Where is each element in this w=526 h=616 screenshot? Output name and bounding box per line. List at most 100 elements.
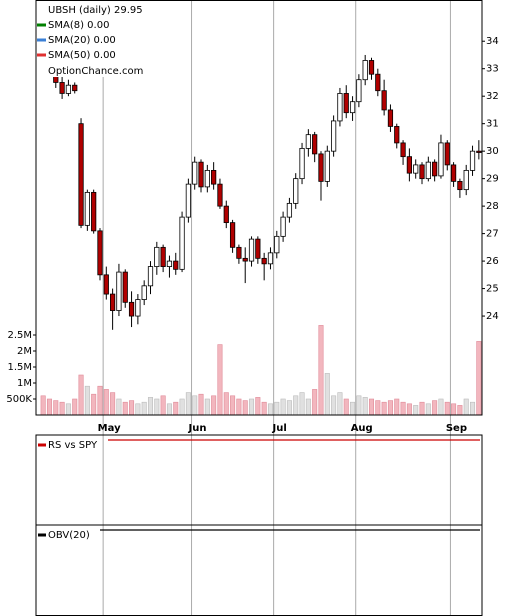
volume-bar [122,401,128,416]
y-tick-label: 31 [486,119,499,130]
volume-bar [185,392,191,416]
volume-bar [356,395,362,416]
y-tick-label: 29 [486,174,499,185]
candle-body [160,246,166,267]
volume-bar [135,403,141,416]
volume-bar [451,403,457,416]
candle-body [255,238,261,259]
candle-body [179,216,185,270]
candle-body [387,109,394,127]
volume-bar [400,401,406,416]
volume-bar [419,401,425,416]
volume-bar [166,403,172,416]
volume-bar [230,395,236,416]
candle-body [425,161,431,180]
candle-body [261,257,267,265]
volume-bar [381,401,387,416]
volume-bar [406,403,412,416]
volume-bar [65,403,71,416]
candle-body [185,183,191,218]
grid [102,0,451,616]
candle-body [362,60,368,81]
candle-body [65,84,72,94]
candle-body [128,301,135,317]
volume-bar [217,344,223,416]
x-tick-label: Aug [351,423,373,434]
volume-bar [438,398,444,416]
candle-body [91,191,97,232]
x-tick-label: Jul [271,423,286,434]
volume-bar [173,401,179,416]
volume-bar [312,389,318,416]
volume-bar [305,398,311,416]
volume-bar [154,398,160,416]
watermark: OptionChance.com [48,66,143,77]
volume-bar [72,398,78,416]
volume-bar [267,403,273,416]
volume-bar [337,392,343,416]
candle-body [242,257,248,262]
volume-bar [432,400,438,416]
y-tick-label: 34 [486,36,499,47]
volume-bar [324,373,330,416]
candle-body [349,101,356,114]
candle-body [274,235,280,254]
volume-tick-label: 2M [17,346,32,357]
candle-body [406,156,412,174]
candle-body [318,153,324,182]
volume-bar [457,405,463,416]
candle-body [469,150,476,171]
candle-body [211,169,217,185]
indicator-label-bg [38,438,100,452]
candle-body [381,90,387,111]
volume-bar [444,401,450,416]
candle-body [368,60,375,75]
candle-body [229,222,236,248]
indicator-label: RS vs SPY [48,440,98,451]
volume-bar [46,398,52,416]
candle-body [419,164,425,180]
volume-bar [362,397,368,416]
indicator-label: OBV(20) [48,530,90,541]
candle-body [267,252,274,265]
volume-bar [179,398,185,416]
candle-body [312,134,318,155]
volume-bar [198,393,204,416]
candle-body [116,271,122,311]
volume-bar [91,393,97,416]
volume-bar [318,325,324,416]
volume-bar [255,397,261,416]
y-tick-label: 33 [486,64,499,75]
candle-body [198,161,204,188]
volume-bar [299,392,305,416]
candle-body [84,191,90,226]
volume-bar [78,374,84,416]
candle-body [444,142,450,166]
legend-label: SMA(50) 0.00 [48,50,116,61]
candle-body [438,142,444,177]
candle-body [394,126,400,144]
candle-body [110,293,116,311]
volume-bar [476,341,482,416]
candle-body [299,148,305,180]
volume-bar [211,395,217,416]
indicator-label-bg [38,528,100,542]
volume-bar [470,401,476,416]
candle-body [286,202,293,218]
candle-body [223,205,229,224]
legend-label: SMA(20) 0.00 [48,35,116,46]
volume-bar [286,400,292,416]
volume-bar [350,401,356,416]
y-tick-label: 24 [486,311,499,322]
volume-bar [84,385,90,416]
candle-body [72,84,78,92]
volume-bar [59,401,65,416]
y-tick-label: 32 [486,91,499,102]
x-tick-label: Sep [446,423,467,434]
x-tick-label: May [98,423,121,434]
volume-bar [192,395,198,416]
candle-body [248,238,255,262]
volume-tick-label: 2.5M [7,330,32,341]
volume-bar [249,398,255,416]
